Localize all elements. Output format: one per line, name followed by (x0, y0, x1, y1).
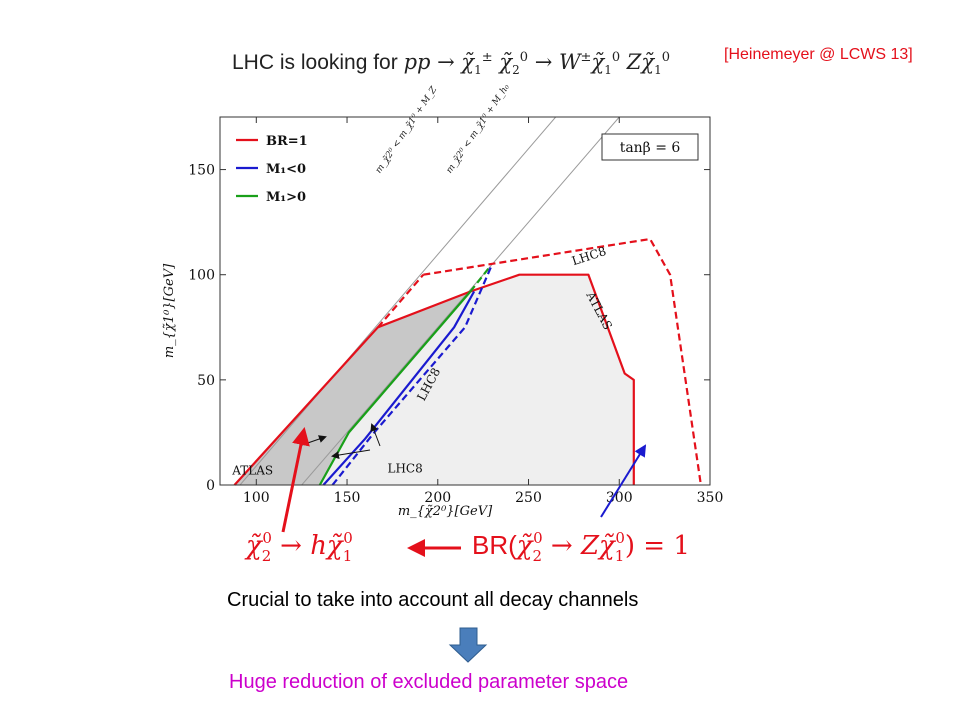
legend-label: M₁<0 (266, 162, 306, 177)
plot-frame (219, 116, 711, 486)
slide-title: LHC is looking for pp → χ̃1± χ̃20 → W±χ̃… (232, 50, 670, 77)
x-tick-label: 250 (515, 490, 542, 506)
tanbeta-label: tanβ = 6 (620, 140, 681, 156)
title-process: pp → χ̃1± χ̃20 → W±χ̃10 Zχ̃10 (403, 50, 671, 77)
x-tick-label: 200 (424, 490, 451, 506)
decay-h-formula: χ̃20 → hχ̃10 (246, 529, 353, 565)
series-line-1 (233, 273, 635, 486)
series-line-5 (469, 267, 490, 293)
title-text: LHC is looking for (232, 51, 398, 74)
kinematic-line-2 (301, 117, 620, 485)
x-tick-label: 350 (697, 490, 724, 506)
legend-label: M₁>0 (266, 190, 306, 205)
y-tick-label: 0 (206, 478, 215, 494)
kinematic-line-1 (239, 117, 557, 485)
y-tick-label: 150 (188, 163, 215, 179)
kinematic-label-1: m_χ̃2⁰ < m_χ̃1⁰ + M_Z (373, 84, 440, 175)
y-tick-label: 100 (188, 268, 215, 284)
statement-text: Crucial to take into account all decay c… (227, 589, 639, 611)
legend-label: BR=1 (266, 134, 308, 149)
tanbeta-box (601, 133, 699, 161)
x-tick-label: 150 (334, 490, 361, 506)
annotation-pointer-3 (370, 423, 381, 447)
series-line-2 (377, 273, 425, 329)
annotation-pointer-2 (331, 449, 371, 459)
annotation-label-4: ATLAS (231, 463, 273, 477)
br-prefix: BR( (472, 530, 517, 560)
y-axis-label: m_{χ̃1⁰}[GeV] (162, 263, 177, 358)
series-line-4 (318, 290, 472, 486)
annotation-label-5: LHC8 (387, 461, 422, 475)
y-tick-label: 50 (197, 373, 215, 389)
br-formula: BR(χ̃20 → Zχ̃10) = 1 (472, 529, 690, 565)
down-block-arrow (448, 627, 488, 663)
conclusion-text: Huge reduction of excluded parameter spa… (229, 671, 629, 693)
x-tick-label: 100 (243, 490, 270, 506)
series-line-6 (322, 290, 476, 486)
x-tick-label: 300 (606, 490, 633, 506)
x-axis-label: m_{χ̃2⁰}[GeV] (398, 504, 493, 519)
red-pointer-arrow (281, 427, 310, 533)
series-line-3 (423, 237, 702, 486)
blue-pointer-arrow (600, 444, 647, 518)
series-line-7 (331, 263, 494, 486)
kinematic-label-2: m_χ̃2⁰ < m_χ̃1⁰ + M_h₀ (444, 82, 512, 176)
citation: [Heinemeyer @ LCWS 13] (724, 46, 913, 63)
